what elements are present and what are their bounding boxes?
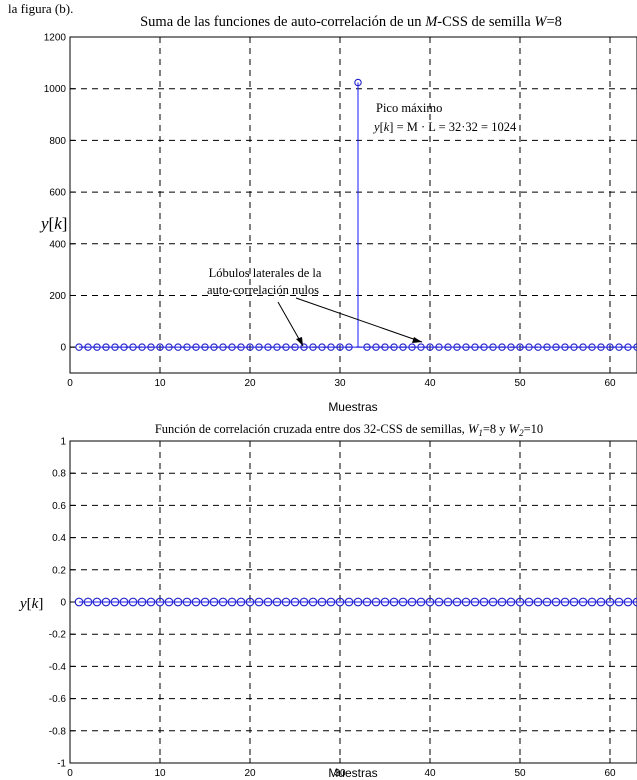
y-tick-label: 1200	[44, 33, 67, 44]
x-tick-label: 20	[244, 768, 256, 779]
y-tick-label: 400	[49, 239, 66, 250]
y-tick-label: 0.2	[52, 565, 66, 576]
y-tick-label: -0.2	[49, 630, 67, 641]
y-tick-label: -0.6	[49, 694, 67, 705]
y-tick-label: 0.8	[52, 469, 66, 480]
y-tick-label: 1	[60, 437, 66, 448]
y-tick-label: 0.6	[52, 501, 66, 512]
y-tick-label: 0	[60, 343, 66, 354]
y-tick-label: 1000	[44, 84, 67, 95]
chart1-ylabel: y[k]	[39, 214, 67, 233]
chart1-xlabel: Muestras	[328, 400, 377, 414]
y-tick-label: 0.4	[52, 533, 66, 544]
x-tick-label: 0	[67, 768, 73, 779]
x-tick-label: 50	[514, 378, 526, 389]
y-tick-label: 600	[49, 188, 66, 199]
x-tick-label: 30	[334, 378, 346, 389]
crosscorrelation-chart: Función de correlación cruzada entre dos…	[18, 422, 637, 780]
y-tick-label: -1	[57, 759, 66, 770]
peak-formula: y[k] = M · L = 32·32 = 1024	[372, 120, 517, 134]
chart2-xlabel: Muestras	[328, 766, 377, 780]
x-tick-label: 40	[424, 768, 436, 779]
sidelobe-label-line2: auto-correlación nulos	[207, 283, 319, 297]
x-tick-label: 10	[154, 378, 166, 389]
chart1-plot-frame	[70, 37, 637, 373]
autocorrelation-chart: Suma de las funciones de auto-correlació…	[39, 14, 637, 414]
y-tick-label: 0	[60, 598, 66, 609]
x-tick-label: 0	[67, 378, 73, 389]
x-tick-label: 40	[424, 378, 436, 389]
chart1-title: Suma de las funciones de auto-correlació…	[140, 14, 562, 30]
chart2-ylabel: y[k]	[18, 596, 43, 612]
x-tick-label: 20	[244, 378, 256, 389]
x-tick-label: 50	[514, 768, 526, 779]
x-tick-label: 60	[604, 768, 616, 779]
chart2-title: Función de correlación cruzada entre dos…	[155, 422, 543, 438]
peak-label: Pico máximo	[376, 101, 442, 115]
header-fragment: la figura (b).	[8, 1, 73, 16]
y-tick-label: 200	[49, 291, 66, 302]
x-tick-label: 10	[154, 768, 166, 779]
y-tick-label: -0.4	[49, 662, 67, 673]
x-tick-label: 60	[604, 378, 616, 389]
sidelobe-label-line1: Lóbulos laterales de la	[209, 266, 322, 280]
y-tick-label: 800	[49, 136, 66, 147]
y-tick-label: -0.8	[49, 726, 67, 737]
